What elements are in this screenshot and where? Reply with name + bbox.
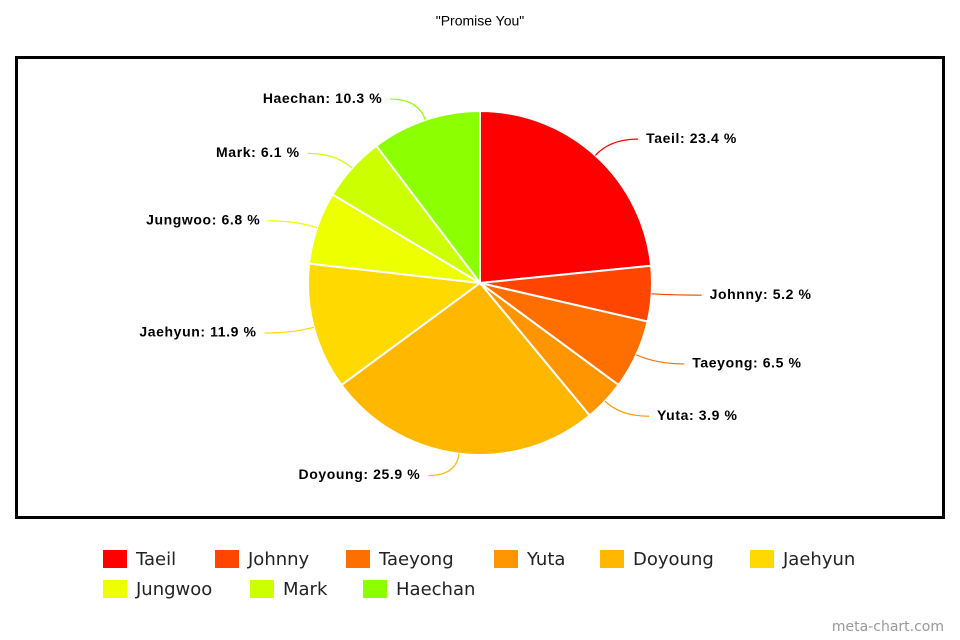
leader-line (651, 293, 702, 296)
legend-label: Mark (283, 579, 328, 600)
data-label: Mark: 6.1 % (216, 144, 300, 160)
leader-line (604, 400, 650, 417)
legend-swatch (600, 550, 624, 568)
leader-line (390, 98, 426, 121)
leader-line (636, 354, 685, 365)
pie-slice (307, 262, 483, 387)
legend-swatch (363, 580, 387, 598)
legend-label: Haechan (396, 579, 475, 600)
legend-swatch (103, 580, 127, 598)
legend-label: Jungwoo (135, 579, 212, 600)
pie-slice (374, 109, 481, 286)
legend-label: Yuta (526, 549, 565, 570)
leader-line (268, 220, 318, 229)
data-label: Jungwoo: 6.8 % (146, 211, 260, 227)
legend-label: Taeil (135, 549, 176, 570)
legend-label: Johnny (247, 549, 310, 570)
chart-title: "Promise You" (436, 13, 525, 29)
data-label: Jaehyun: 11.9 % (139, 324, 256, 340)
pie-slice (340, 281, 592, 456)
data-label: Doyoung: 25.9 % (298, 466, 420, 482)
legend-label: Taeyong (378, 549, 454, 570)
data-label: Johnny: 5.2 % (710, 286, 812, 302)
data-label: Haechan: 10.3 % (263, 90, 383, 106)
legend-swatch (346, 550, 370, 568)
legend-swatch (494, 550, 518, 568)
watermark: meta-chart.com (832, 619, 944, 635)
leader-line (264, 326, 314, 334)
data-label: Taeyong: 6.5 % (692, 355, 801, 371)
legend-swatch (750, 550, 774, 568)
legend-swatch (250, 580, 274, 598)
leader-line (307, 152, 353, 169)
leader-line (428, 453, 460, 477)
legend-swatch (103, 550, 127, 568)
legend-label: Doyoung (633, 549, 714, 570)
data-label: Yuta: 3.9 % (657, 407, 738, 423)
legend-label: Jaehyun (782, 549, 855, 570)
data-label: Taeil: 23.4 % (646, 130, 737, 146)
leader-line (594, 138, 639, 156)
legend-swatch (215, 550, 239, 568)
